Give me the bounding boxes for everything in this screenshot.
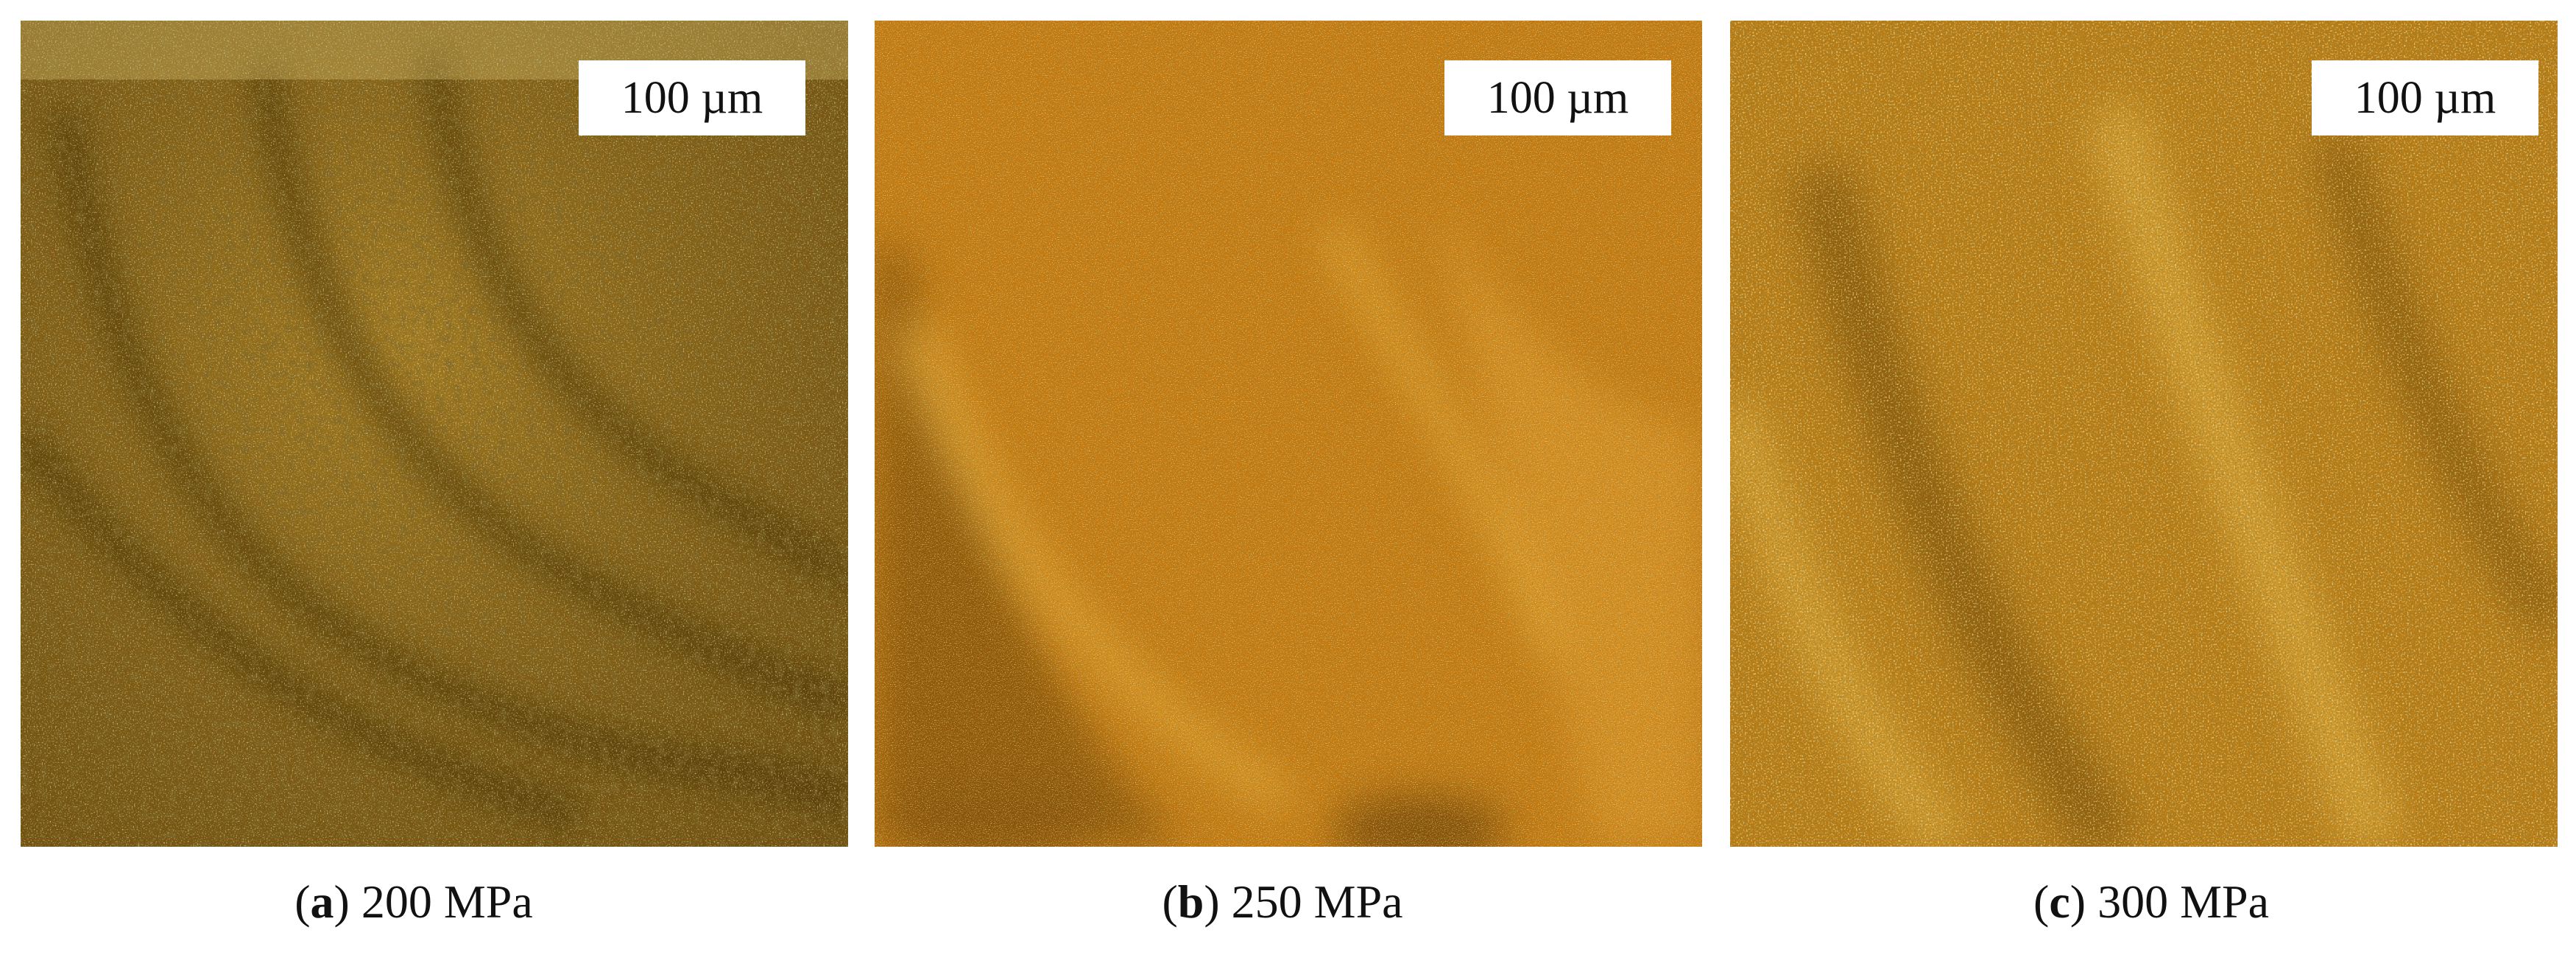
micrograph-panel-b: 100 µm [875,21,1702,847]
caption-a: (a) 200 MPa [0,875,828,929]
caption-b-close-paren: ) [1204,875,1220,928]
micrograph-image-a [21,21,848,847]
micrograph-panel-c: 100 µm [1730,21,2558,847]
caption-b: (b) 250 MPa [869,875,1696,929]
caption-b-letter: b [1177,875,1204,928]
caption-a-text: 200 MPa [349,875,533,928]
caption-a-open-paren: ( [294,875,311,928]
caption-a-letter: a [310,875,334,928]
caption-b-text: 250 MPa [1219,875,1403,928]
micrograph-image-c [1730,21,2558,847]
scale-bar-label-a: 100 µm [579,60,805,135]
caption-a-close-paren: ) [334,875,350,928]
caption-c: (c) 300 MPa [1737,875,2565,929]
caption-c-open-paren: ( [2033,875,2050,928]
caption-c-letter: c [2049,875,2070,928]
caption-c-text: 300 MPa [2086,875,2269,928]
caption-b-open-paren: ( [1162,875,1178,928]
scale-bar-label-c: 100 µm [2312,60,2538,135]
caption-c-close-paren: ) [2069,875,2086,928]
micrograph-image-b [875,21,1702,847]
scale-bar-label-b: 100 µm [1444,60,1671,135]
micrograph-panel-a: 100 µm [21,21,848,847]
